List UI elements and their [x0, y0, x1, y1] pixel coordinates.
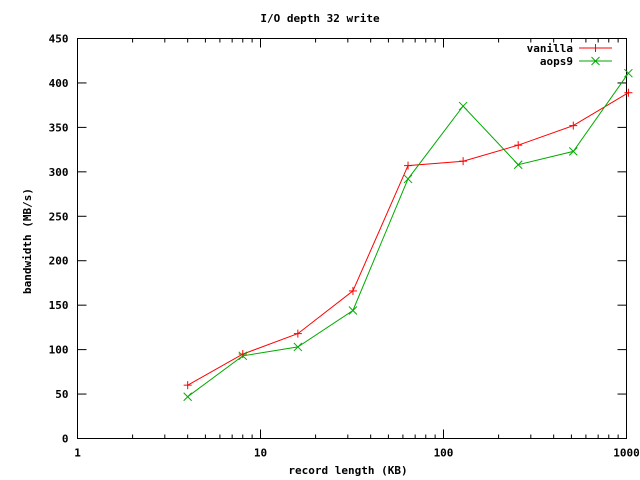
marker-stroke — [183, 392, 193, 402]
marker-stroke — [293, 342, 303, 352]
y-axis-label: bandwidth (MB/s) — [21, 188, 34, 294]
y-tick-label: 150 — [49, 299, 69, 312]
marker-stroke — [568, 147, 578, 156]
y-tick-label: 0 — [62, 433, 69, 446]
legend-label-aops9: aops9 — [540, 55, 573, 68]
data-point-vanilla — [514, 141, 523, 150]
x-tick-label: 1000 — [613, 447, 640, 460]
marker-stroke — [591, 56, 600, 66]
data-point-aops9 — [293, 342, 303, 352]
legend-label-vanilla: vanilla — [527, 42, 573, 55]
data-point-vanilla — [183, 381, 192, 390]
y-tick-label: 100 — [49, 344, 69, 357]
x-axis-label: record length (KB) — [288, 464, 407, 477]
marker-stroke — [348, 306, 358, 315]
plot-frame — [77, 38, 627, 439]
marker-stroke — [458, 101, 468, 111]
data-point-vanilla — [238, 350, 247, 359]
data-point-aops9 — [238, 351, 248, 361]
y-tick-label: 350 — [49, 121, 69, 134]
data-point-aops9 — [403, 174, 413, 184]
data-point-vanilla — [348, 286, 357, 295]
data-point-aops9 — [513, 160, 523, 170]
marker-stroke — [513, 160, 523, 170]
series-layer — [183, 68, 633, 402]
data-point-aops9 — [568, 147, 578, 156]
x-tick-label: 100 — [434, 447, 454, 460]
marker-stroke — [403, 174, 413, 184]
legend-marker-aops9 — [591, 56, 600, 66]
y-tick-label: 300 — [49, 166, 69, 179]
chart-title: I/O depth 32 write — [260, 12, 380, 25]
y-tick-label: 50 — [55, 388, 68, 401]
y-tick-label: 400 — [49, 77, 69, 90]
data-point-vanilla — [404, 161, 413, 170]
x-tick-label: 10 — [254, 447, 267, 460]
x-tick-label: 1 — [74, 447, 81, 460]
data-point-aops9 — [183, 392, 193, 402]
axis-ticks: 0 50 100 150 200 250 300 350 400 450 1 10 100 1000 — [49, 33, 640, 460]
y-tick-label: 200 — [49, 255, 69, 268]
y-tick-label: 450 — [49, 33, 69, 46]
data-point-vanilla — [459, 157, 468, 166]
data-point-vanilla — [569, 121, 578, 130]
marker-stroke — [238, 351, 248, 361]
legend-marker-vanilla — [591, 44, 600, 52]
data-point-vanilla — [624, 88, 633, 97]
data-point-aops9 — [458, 101, 468, 111]
marker-stroke — [624, 68, 633, 78]
y-tick-label: 250 — [49, 210, 69, 223]
data-point-aops9 — [624, 68, 633, 78]
data-point-vanilla — [293, 329, 302, 338]
data-point-aops9 — [348, 306, 358, 315]
